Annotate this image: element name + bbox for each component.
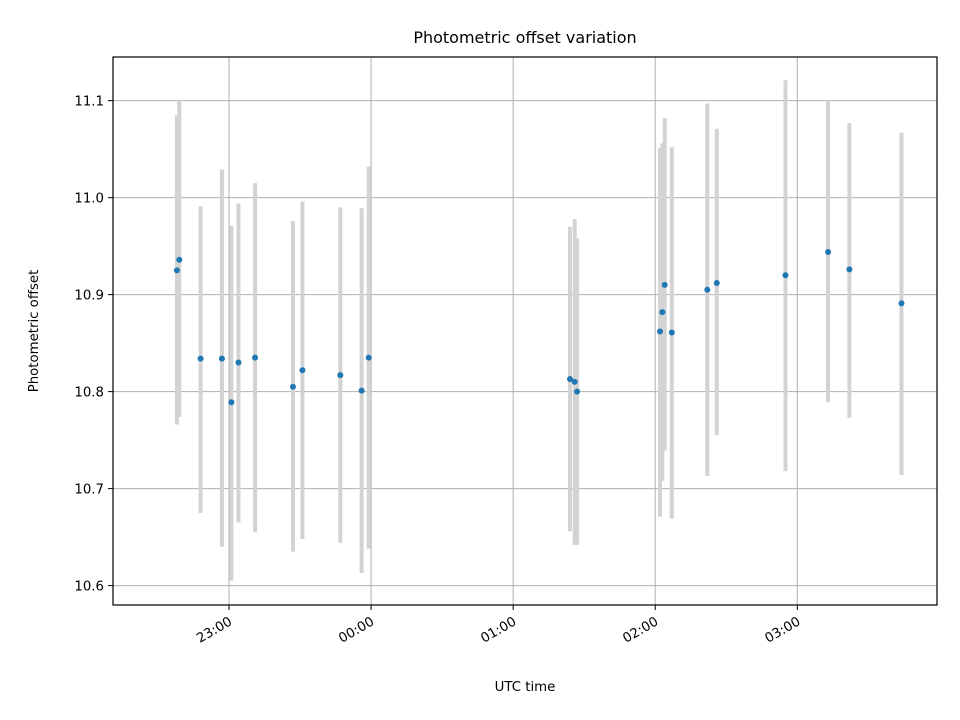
- y-axis-label: Photometric offset: [27, 270, 42, 393]
- data-point: [299, 367, 306, 374]
- data-point: [235, 359, 242, 366]
- y-tick-label: 11.0: [74, 192, 104, 207]
- tick-layer: 10.6 10.7 10.8 10.9 11.0 11.1 23:00 00:00 01:00 0…: [74, 95, 803, 647]
- y-tick-label: 10.6: [74, 580, 104, 595]
- data-point: [197, 355, 204, 362]
- data-point: [176, 256, 183, 263]
- data-point: [704, 286, 711, 293]
- data-point: [656, 328, 663, 335]
- data-point: [898, 300, 905, 307]
- data-point: [571, 378, 578, 385]
- data-point: [782, 272, 789, 279]
- x-axis-label: UTC time: [495, 680, 556, 695]
- data-point: [713, 279, 720, 286]
- data-point: [574, 388, 581, 395]
- data-point: [358, 387, 365, 394]
- data-point: [173, 267, 180, 274]
- x-tick-label: 02:00: [621, 614, 662, 646]
- data-point: [252, 354, 259, 361]
- y-tick-label: 10.9: [74, 289, 104, 304]
- data-point-layer: [173, 248, 905, 406]
- x-tick-label: 03:00: [763, 614, 804, 646]
- data-point: [846, 266, 853, 273]
- plot-frame: [112, 56, 938, 606]
- y-tick-label: 10.7: [74, 483, 104, 498]
- data-point: [218, 355, 225, 362]
- chart-title: Photometric offset variation: [413, 28, 636, 47]
- data-point: [566, 376, 573, 383]
- y-tick-label: 10.8: [74, 386, 104, 401]
- data-point: [289, 383, 296, 390]
- y-tick-label: 11.1: [74, 95, 104, 110]
- data-point: [668, 329, 675, 336]
- data-point: [661, 281, 668, 288]
- data-point: [228, 399, 235, 406]
- data-point: [337, 372, 344, 379]
- data-point: [365, 354, 372, 361]
- x-tick-label: 00:00: [336, 614, 377, 646]
- grid-layer: [113, 57, 937, 605]
- x-tick-label: 01:00: [478, 614, 519, 646]
- x-tick-label: 23:00: [194, 614, 235, 646]
- data-point: [659, 309, 666, 316]
- data-point: [825, 248, 832, 255]
- error-bar-layer: [174, 80, 904, 581]
